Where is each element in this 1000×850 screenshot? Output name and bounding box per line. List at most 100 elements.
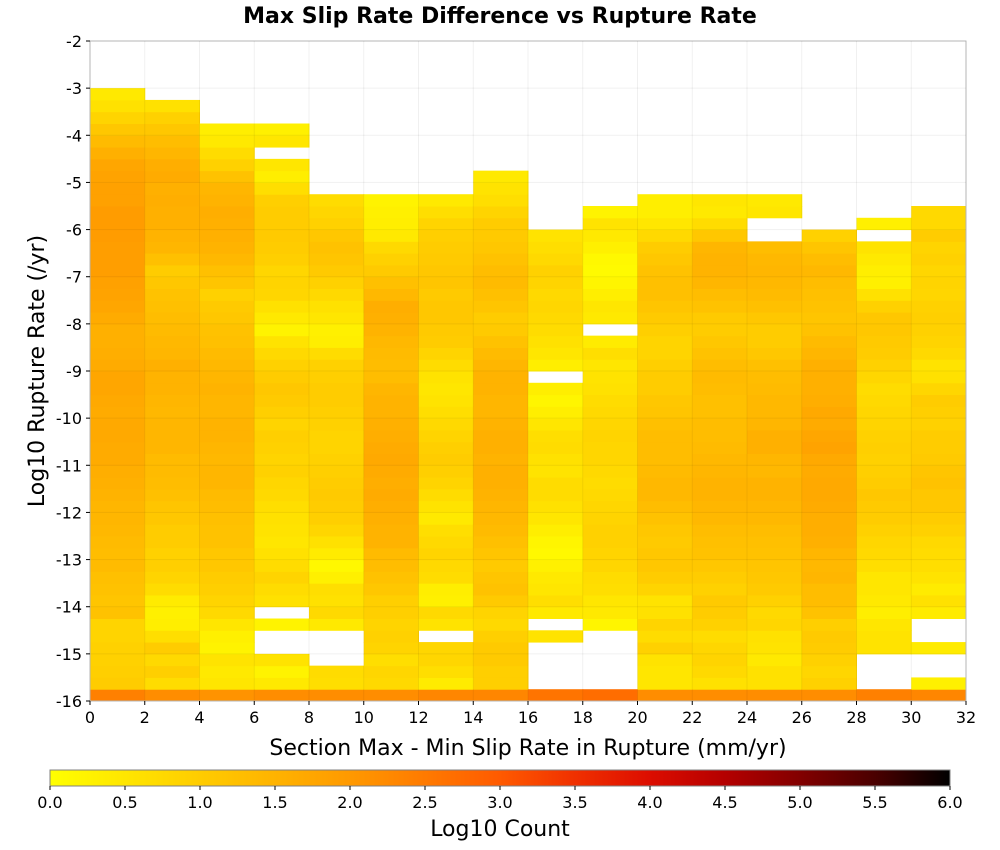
- x-tick-label: 6: [249, 708, 259, 727]
- heatmap-cell: [747, 653, 803, 667]
- heatmap-cell: [747, 536, 803, 549]
- heatmap-cell: [747, 665, 803, 678]
- heatmap-cell: [254, 312, 310, 325]
- heatmap-cell: [801, 630, 857, 643]
- heatmap-cell: [199, 347, 255, 360]
- heatmap-cell: [473, 677, 529, 690]
- heatmap-cell: [418, 547, 474, 561]
- heatmap-cell: [692, 371, 748, 384]
- heatmap-cell: [911, 264, 967, 278]
- heatmap-cell: [637, 500, 693, 513]
- heatmap-cell: [90, 206, 146, 219]
- heatmap-cell: [363, 547, 419, 561]
- heatmap-cell: [144, 571, 200, 584]
- x-tick-label: 20: [627, 708, 647, 727]
- heatmap-cell: [856, 217, 912, 231]
- heatmap-cell: [582, 264, 638, 278]
- heatmap-cell: [90, 229, 146, 242]
- heatmap-cell: [309, 288, 365, 301]
- heatmap-cell: [254, 418, 310, 431]
- heatmap-cell: [692, 312, 748, 325]
- heatmap-cell: [473, 264, 529, 278]
- heatmap-cell: [418, 253, 474, 266]
- heatmap-cell: [473, 653, 529, 667]
- heatmap-cell: [144, 594, 200, 608]
- heatmap-cell: [582, 347, 638, 360]
- heatmap-cell: [911, 371, 967, 384]
- heatmap-cell: [254, 382, 310, 396]
- heatmap-cell: [363, 512, 419, 525]
- heatmap-cell: [637, 288, 693, 301]
- heatmap-cell: [418, 217, 474, 231]
- heatmap-cell: [473, 335, 529, 348]
- heatmap-cell: [637, 559, 693, 572]
- heatmap-cell: [363, 488, 419, 502]
- heatmap-cell: [801, 335, 857, 348]
- heatmap-cell: [254, 583, 310, 596]
- heatmap-cell: [473, 241, 529, 254]
- heatmap-cell: [528, 300, 584, 313]
- x-tick-label: 28: [846, 708, 866, 727]
- heatmap-cell: [856, 429, 912, 443]
- heatmap-cell: [363, 217, 419, 231]
- heatmap-cell: [199, 618, 255, 631]
- heatmap-cell: [418, 206, 474, 219]
- heatmap-cell: [747, 689, 803, 702]
- heatmap-cell: [637, 583, 693, 596]
- heatmap-cell: [254, 488, 310, 502]
- heatmap-cell: [911, 347, 967, 360]
- heatmap-cell: [528, 406, 584, 419]
- heatmap-cell: [418, 477, 474, 490]
- heatmap-cell: [363, 453, 419, 466]
- heatmap-cell: [801, 642, 857, 655]
- heatmap-cell: [747, 512, 803, 525]
- colorbar: [49, 769, 951, 787]
- heatmap-cell: [747, 382, 803, 396]
- heatmap-cell: [856, 418, 912, 431]
- heatmap-cell: [637, 453, 693, 466]
- heatmap-cell: [309, 583, 365, 596]
- heatmap-cell: [747, 465, 803, 478]
- heatmap-cell: [309, 382, 365, 396]
- heatmap-cell: [801, 288, 857, 301]
- heatmap-cell: [473, 571, 529, 584]
- x-tick-label: 26: [792, 708, 812, 727]
- heatmap-cell: [801, 536, 857, 549]
- heatmap-cell: [363, 500, 419, 513]
- heatmap-cell: [144, 618, 200, 631]
- heatmap-cell: [199, 229, 255, 242]
- heatmap-cell: [90, 677, 146, 690]
- heatmap-cell: [363, 347, 419, 360]
- heatmap-cell: [747, 300, 803, 313]
- heatmap-cell: [747, 477, 803, 490]
- heatmap-cell: [418, 524, 474, 537]
- heatmap-cell: [473, 312, 529, 325]
- heatmap-cell: [363, 406, 419, 419]
- heatmap-cell: [363, 359, 419, 372]
- heatmap-cell: [528, 394, 584, 407]
- heatmap-cell: [199, 453, 255, 466]
- heatmap-cell: [418, 194, 474, 207]
- heatmap-cell: [90, 571, 146, 584]
- heatmap-cell: [363, 571, 419, 584]
- heatmap-cell: [254, 500, 310, 513]
- heatmap-cell: [199, 547, 255, 561]
- heatmap-cell: [363, 441, 419, 454]
- heatmap-cell: [254, 406, 310, 419]
- heatmap-cell: [582, 229, 638, 242]
- heatmap-cell: [747, 547, 803, 561]
- heatmap-cell: [856, 689, 912, 702]
- heatmap-cell: [199, 253, 255, 266]
- heatmap-cell: [254, 182, 310, 195]
- heatmap-cell: [199, 606, 255, 619]
- heatmap-cell: [692, 512, 748, 525]
- heatmap-cell: [637, 477, 693, 490]
- heatmap-cell: [692, 264, 748, 278]
- heatmap-cell: [911, 488, 967, 502]
- heatmap-cell: [692, 477, 748, 490]
- heatmap-cell: [856, 300, 912, 313]
- heatmap-cell: [637, 394, 693, 407]
- heatmap-cell: [144, 371, 200, 384]
- heatmap-cell: [856, 453, 912, 466]
- heatmap-cell: [801, 300, 857, 313]
